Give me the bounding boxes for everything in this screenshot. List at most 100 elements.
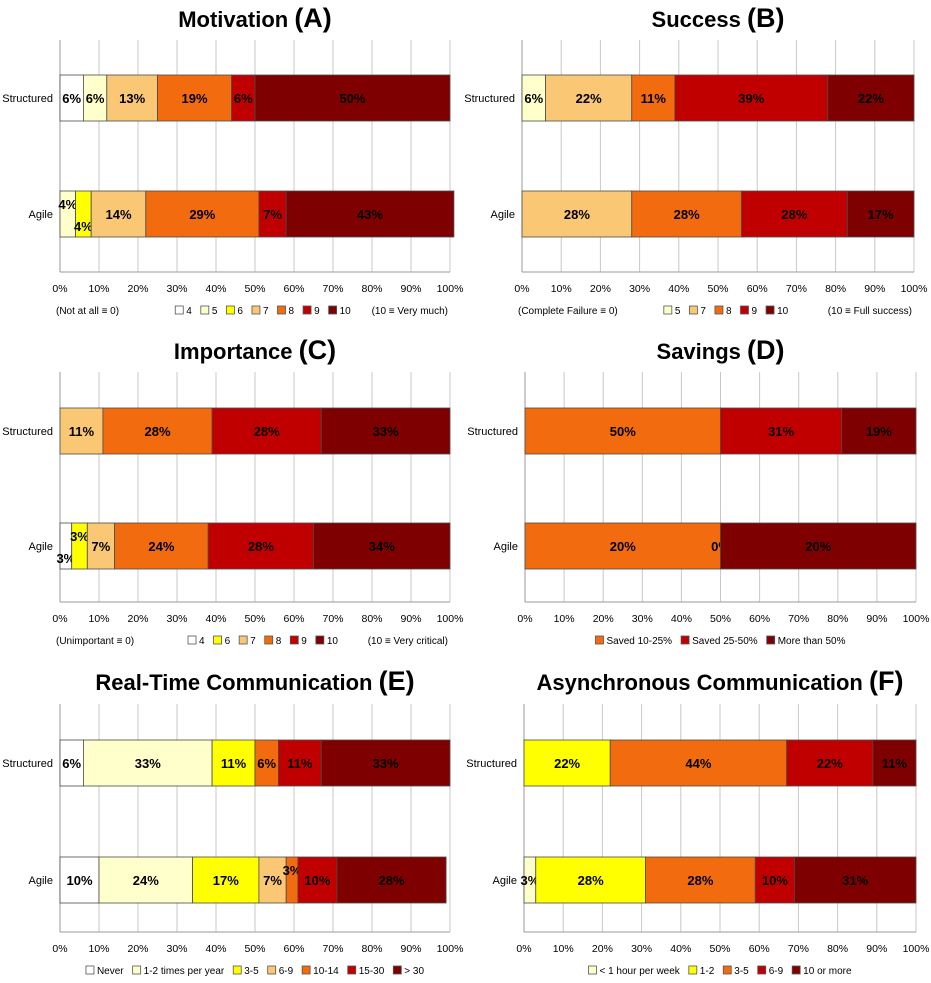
bar-segment [83, 739, 213, 787]
x-tick-label: 40% [205, 613, 226, 625]
chart-title-letter: (B) [747, 3, 784, 33]
bar-segment [741, 190, 848, 238]
legend-swatch [85, 965, 95, 975]
bar-segment [631, 74, 676, 122]
data-label: 10% [304, 873, 330, 888]
data-label: 10% [762, 873, 788, 888]
legend-label: 10-14 [313, 966, 339, 977]
data-label: 4% [74, 219, 93, 234]
x-tick-label: 0% [514, 283, 529, 295]
x-tick-label: 0% [52, 613, 67, 625]
data-label: 13% [119, 91, 145, 106]
legend-label: 10 [327, 636, 339, 647]
bar-segment [211, 407, 322, 455]
category-label: Agile [29, 875, 53, 887]
legend: < 1 hour per week 1-2 3-5 6-9 10 or more [588, 965, 852, 977]
x-tick-label: 90% [866, 613, 887, 625]
data-label: 33% [373, 424, 399, 439]
chart-title-letter: (C) [299, 335, 336, 365]
x-tick-label: 100% [901, 283, 928, 295]
bar-segment [98, 856, 193, 904]
x-tick-label: 50% [710, 613, 731, 625]
bar-segment [872, 739, 917, 787]
data-label: 19% [182, 91, 208, 106]
x-tick-label: 90% [864, 283, 885, 295]
legend-label: 5 [675, 306, 681, 317]
bar-segment [277, 739, 322, 787]
bar-segment [827, 74, 915, 122]
bar-segment [523, 739, 611, 787]
legend-label: 6-9 [279, 966, 294, 977]
category-label: Agile [494, 541, 518, 553]
chart-title: Importance (C) [174, 335, 336, 365]
data-label: 44% [685, 756, 711, 771]
scale-note-right: (10 ≡ Full success) [828, 306, 912, 317]
legend-label: 8 [276, 636, 282, 647]
x-tick-label: 30% [631, 943, 652, 955]
data-label: 31% [842, 873, 868, 888]
legend-swatch [757, 965, 767, 975]
chart-panel-1: Motivation (A) 0% 10% 20% 30% 40% 50% 60% 70% 80%… [2, 3, 463, 317]
legend-swatch [588, 965, 597, 975]
bar-segment [645, 856, 756, 904]
chart-title-text: Motivation [178, 7, 294, 32]
legend-swatch [392, 965, 402, 975]
x-tick-label: 30% [629, 283, 650, 295]
category-label: Structured [464, 93, 515, 105]
data-label: 6% [257, 756, 276, 771]
x-tick-label: 30% [166, 283, 187, 295]
bar-segment [157, 74, 232, 122]
data-label: 7% [92, 539, 111, 554]
data-label: 22% [576, 91, 602, 106]
data-label: 6% [234, 91, 253, 106]
bar-segment [841, 407, 917, 455]
data-label: 24% [148, 539, 174, 554]
data-label: 6% [62, 91, 81, 106]
data-label: 28% [674, 207, 700, 222]
legend-label: 6-9 [769, 966, 784, 977]
legend-swatch [277, 305, 286, 315]
x-tick-label: 70% [322, 943, 343, 955]
legend: Saved 10-25% Saved 25-50% More than 50% [595, 635, 846, 647]
chart-panel-5: Real-Time Communication (E) 0% 10% 20% 30% 40… [2, 666, 463, 977]
legend-label: 8 [289, 306, 295, 317]
x-tick-label: 90% [400, 283, 421, 295]
x-tick-label: 70% [788, 943, 809, 955]
data-label: 28% [578, 873, 604, 888]
data-label: 22% [817, 756, 843, 771]
legend-label: 10 [777, 306, 789, 317]
bar-segment [524, 522, 721, 570]
x-tick-label: 70% [322, 613, 343, 625]
x-tick-label: 80% [827, 613, 848, 625]
category-label: Structured [467, 426, 518, 438]
legend-swatch [200, 305, 210, 315]
data-label: 11% [641, 91, 667, 106]
legend-label: 9 [301, 636, 307, 647]
chart-title: Success (B) [652, 3, 785, 33]
legend-label: 3-5 [244, 966, 259, 977]
chart-title-text: Importance [174, 339, 299, 364]
x-tick-label: 50% [244, 943, 265, 955]
data-label: 14% [105, 207, 131, 222]
x-tick-label: 10% [553, 943, 574, 955]
chart-title-letter: (E) [379, 666, 415, 696]
scale-note-left: (Complete Failure ≡ 0) [518, 306, 618, 317]
data-label: 20% [805, 539, 831, 554]
legend-swatch [740, 305, 749, 315]
bar-segment [786, 739, 874, 787]
x-tick-label: 80% [361, 613, 382, 625]
legend-swatch [315, 635, 325, 645]
data-label: 6% [62, 756, 81, 771]
legend-label: 15-30 [359, 966, 385, 977]
legend-label: 6 [225, 636, 231, 647]
category-label: Agile [29, 541, 53, 553]
legend: 4 5 6 7 8 9 10 [174, 305, 351, 317]
data-label: 33% [135, 756, 161, 771]
chart-panel-6: Asynchronous Communication (F) 0% 10% 20% 30… [466, 666, 929, 977]
data-label: 22% [858, 91, 884, 106]
legend-swatch [688, 305, 698, 315]
x-tick-label: 70% [786, 283, 807, 295]
bar-segment [90, 190, 147, 238]
x-tick-label: 100% [437, 943, 464, 955]
chart-panel-2: Success (B) 0% 10% 20% 30% 40% 50% 60% 70% 80% 90%… [464, 3, 927, 317]
